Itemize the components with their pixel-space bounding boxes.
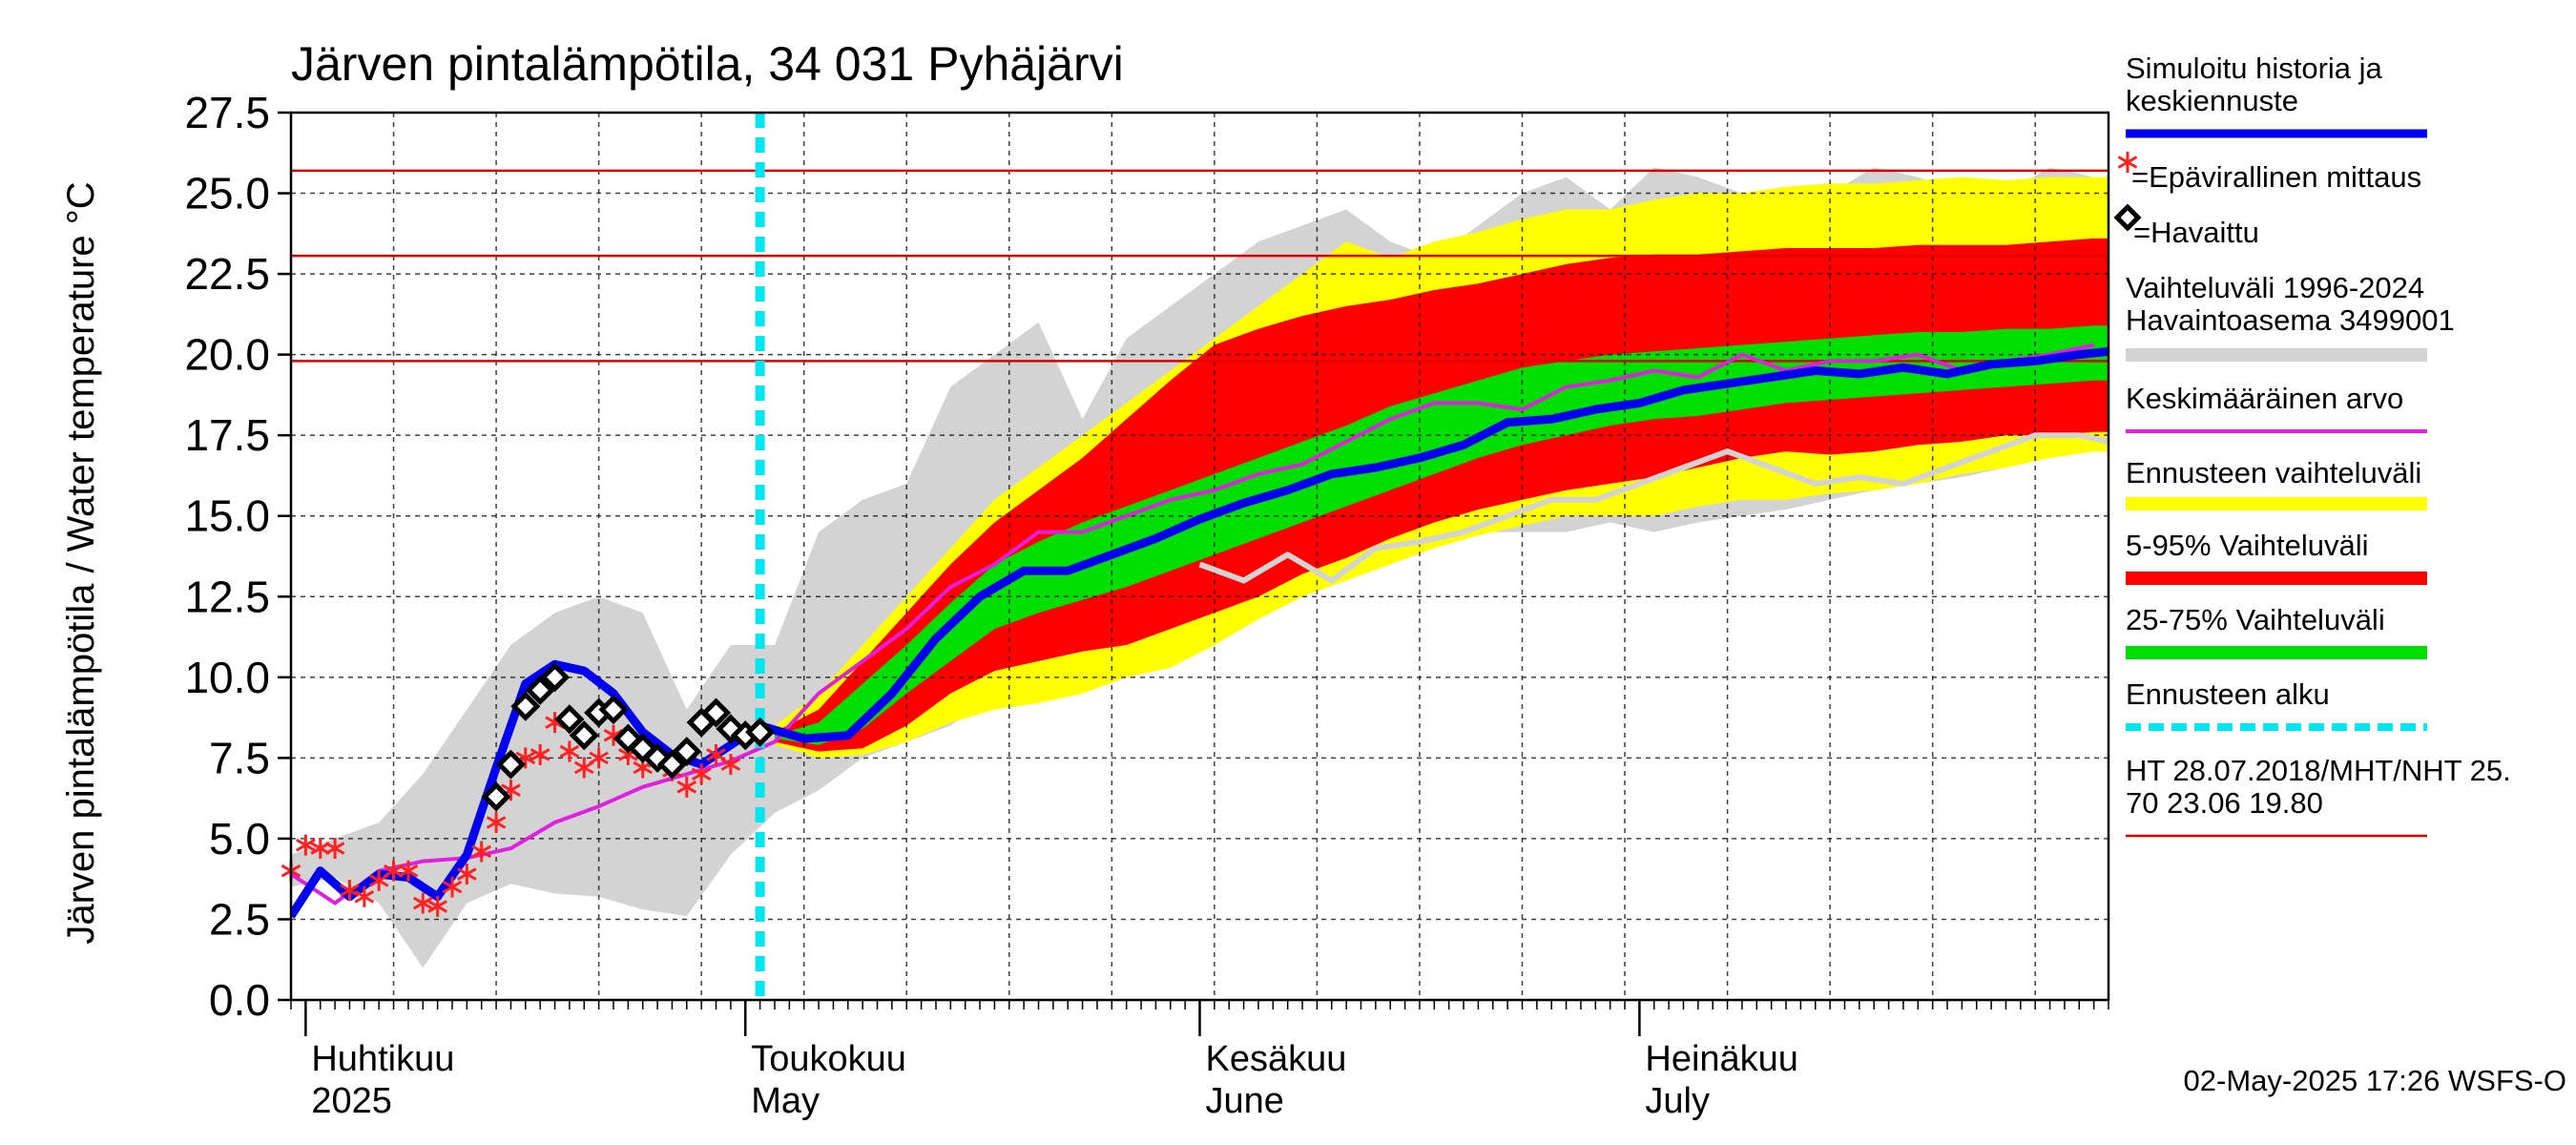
asterisk-stroke xyxy=(720,758,741,771)
y-tick-label: 10.0 xyxy=(184,653,270,702)
y-tick-label: 0.0 xyxy=(209,975,270,1025)
observed-point xyxy=(554,704,585,735)
observed-point xyxy=(510,691,541,721)
x-month-label-en: May xyxy=(751,1081,820,1121)
y-tick-label: 7.5 xyxy=(209,733,270,782)
observed-point xyxy=(672,737,702,767)
x-month-label-en: 2025 xyxy=(311,1081,392,1121)
unofficial-point xyxy=(559,740,580,762)
unofficial-point xyxy=(471,841,492,863)
asterisk-stroke xyxy=(559,744,580,759)
y-tick-label: 27.5 xyxy=(184,88,270,137)
legend-observed-marker xyxy=(2113,203,2142,232)
asterisk-stroke xyxy=(486,816,507,829)
axes: 0.0 2.5 5.0 7.5 10.0 12.5 15.0 17.5 20.0 22.5 25.0… xyxy=(184,88,2110,1121)
observed-point xyxy=(656,749,687,780)
x-month-label-fi: Kesäkuu xyxy=(1206,1039,1347,1079)
y-tick-label: 15.0 xyxy=(184,491,270,541)
legend-unofficial-label: =Epävirallinen mittaus xyxy=(2131,160,2421,194)
legend-simulated-label-1: Simuloitu historia ja xyxy=(2126,52,2383,85)
y-axis-label: Järven pintalämpötila / Water temperatur… xyxy=(60,181,102,944)
y-tick-label: 22.5 xyxy=(184,249,270,299)
legend-forecast-range-label: Ennusteen vaihteluväli xyxy=(2126,456,2421,489)
unofficial-point xyxy=(691,763,712,785)
legend-observed-label: =Havaittu xyxy=(2133,216,2259,249)
history-mean-line xyxy=(291,343,2095,906)
forecast-bands xyxy=(291,167,2109,968)
asterisk-stroke xyxy=(427,900,447,913)
asterisk-stroke xyxy=(296,838,316,852)
observed-point xyxy=(628,733,658,763)
y-tick-label: 17.5 xyxy=(184,410,270,460)
observed-point xyxy=(613,723,643,754)
asterisk-stroke xyxy=(354,889,375,904)
observed-point xyxy=(481,781,511,812)
observed-point xyxy=(700,697,732,728)
x-month-label-en: June xyxy=(1206,1081,1284,1121)
grid xyxy=(291,112,2109,1001)
y-tick-label: 25.0 xyxy=(184,169,270,219)
legend-simulated-label-2: keskiennuste xyxy=(2126,84,2298,117)
x-month-label-fi: Huhtikuu xyxy=(311,1039,454,1079)
asterisk-stroke xyxy=(691,767,712,781)
unofficial-point xyxy=(340,880,360,902)
y-tick-label: 20.0 xyxy=(184,330,270,380)
asterisk-stroke xyxy=(706,748,726,761)
observed-point xyxy=(745,717,776,747)
unofficial-point xyxy=(354,885,375,907)
legend-history-range-label-2: Havaintoasema 3499001 xyxy=(2126,303,2455,337)
unofficial-point xyxy=(589,747,609,769)
observed-point xyxy=(598,695,629,725)
unofficial-point xyxy=(412,892,433,914)
unofficial-point xyxy=(676,776,697,798)
observed-point xyxy=(525,675,555,705)
asterisk-stroke xyxy=(340,884,360,897)
legend-unofficial-marker xyxy=(2117,152,2138,173)
asterisk-stroke xyxy=(324,842,345,855)
asterisk-stroke xyxy=(603,728,624,742)
markers xyxy=(280,662,776,917)
unofficial-point xyxy=(398,860,419,882)
unofficial-point xyxy=(296,834,316,856)
y-tick-label: 5.0 xyxy=(209,814,270,864)
asterisk-stroke xyxy=(589,751,609,765)
legend-forecast-start-label: Ennusteen alku xyxy=(2126,677,2330,711)
asterisk-stroke xyxy=(676,780,697,794)
unofficial-point xyxy=(530,743,551,765)
unofficial-point xyxy=(324,838,345,860)
asterisk-stroke xyxy=(2117,156,2138,169)
asterisk-stroke xyxy=(398,864,419,878)
history-year-line xyxy=(1198,432,2109,584)
asterisk-stroke xyxy=(471,844,492,859)
legend-band-5-95-label: 5-95% Vaihteluväli xyxy=(2126,529,2368,562)
y-tick-label: 2.5 xyxy=(209,894,270,944)
chart-title: Järven pintalämpötila, 34 031 Pyhäjärvi xyxy=(291,37,1124,91)
x-month-label-fi: Heinäkuu xyxy=(1645,1039,1798,1079)
legend-band-25-75-label: 25-75% Vaihteluväli xyxy=(2126,603,2385,636)
observed-point xyxy=(569,720,599,751)
observed-point xyxy=(495,749,526,780)
y-tick-label: 12.5 xyxy=(184,572,270,621)
observed-point xyxy=(539,662,571,693)
footer-timestamp: 02-May-2025 17:26 WSFS-O xyxy=(2184,1064,2566,1097)
asterisk-stroke xyxy=(457,867,477,881)
asterisk-stroke xyxy=(530,748,551,761)
unofficial-point xyxy=(427,895,447,917)
unofficial-point xyxy=(486,812,507,833)
unofficial-point xyxy=(457,864,477,885)
observed-point xyxy=(642,742,673,773)
unofficial-point xyxy=(720,754,741,776)
legend-history-mean-label: Keskimääräinen arvo xyxy=(2126,382,2403,415)
x-month-label-en: July xyxy=(1645,1081,1710,1121)
legend-threshold-label-2: 70 23.06 19.80 xyxy=(2126,786,2323,820)
legend-history-range-label-1: Vaihteluväli 1996-2024 xyxy=(2126,271,2424,304)
legend-threshold-label-1: HT 28.07.2018/MHT/NHT 25. xyxy=(2126,754,2511,787)
x-month-label-fi: Toukokuu xyxy=(751,1039,906,1079)
asterisk-stroke xyxy=(412,896,433,910)
unofficial-point xyxy=(442,876,463,898)
asterisk-stroke xyxy=(442,880,463,894)
